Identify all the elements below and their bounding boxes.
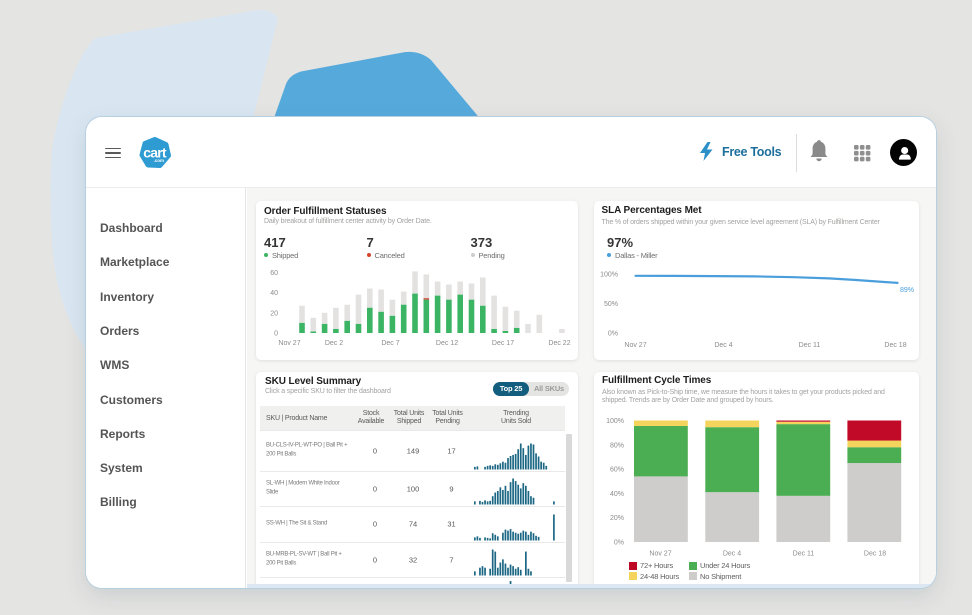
svg-text:20%: 20% [609,515,623,522]
svg-text:Dec 11: Dec 11 [792,550,814,557]
svg-text:Dec 18: Dec 18 [863,550,885,557]
svg-text:Dec 4: Dec 4 [714,342,732,349]
svg-text:Nov 27: Nov 27 [624,342,646,349]
svg-text:Dec 22: Dec 22 [548,340,570,347]
svg-text:Nov 27: Nov 27 [278,340,300,347]
svg-text:0%: 0% [613,539,623,546]
svg-text:100%: 100% [606,418,624,425]
svg-text:80%: 80% [609,442,623,449]
svg-text:60%: 60% [609,466,623,473]
svg-text:0: 0 [274,331,278,338]
svg-text:Dec 4: Dec 4 [722,550,740,557]
svg-text:Nov 27: Nov 27 [649,550,671,557]
svg-text:Dec 18: Dec 18 [884,342,906,349]
svg-text:89%: 89% [900,287,914,294]
svg-text:100%: 100% [600,272,618,279]
svg-text:60: 60 [270,270,278,277]
svg-text:Dec 11: Dec 11 [798,342,820,349]
svg-text:40: 40 [270,290,278,297]
svg-text:Dec 2: Dec 2 [324,340,342,347]
svg-text:20: 20 [270,310,278,317]
svg-text:cart: cart [143,145,167,161]
svg-text:Dec 7: Dec 7 [381,340,399,347]
svg-text:Dec 12: Dec 12 [435,340,457,347]
svg-text:.com: .com [153,158,164,163]
svg-text:Dec 17: Dec 17 [491,340,513,347]
svg-text:40%: 40% [609,490,623,497]
svg-text:0%: 0% [607,331,617,338]
svg-text:50%: 50% [603,301,617,308]
